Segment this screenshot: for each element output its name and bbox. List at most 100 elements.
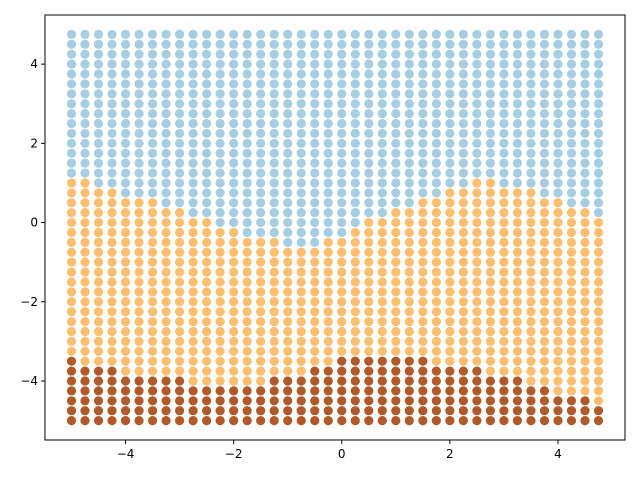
scatter-point <box>120 208 131 218</box>
scatter-point <box>310 138 320 148</box>
scatter-point <box>296 148 306 158</box>
scatter-point <box>147 69 158 79</box>
scatter-point <box>269 168 279 178</box>
scatter-point <box>512 396 523 406</box>
scatter-point <box>377 118 387 129</box>
scatter-point <box>229 415 239 426</box>
scatter-point <box>350 158 360 168</box>
scatter-point <box>323 376 333 386</box>
scatter-point <box>202 396 212 406</box>
scatter-point <box>107 109 117 119</box>
scatter-point <box>377 198 387 208</box>
scatter-point <box>377 307 387 317</box>
scatter-point <box>202 79 212 89</box>
scatter-point <box>566 49 577 59</box>
scatter-point <box>350 396 360 406</box>
scatter-point <box>418 59 428 69</box>
scatter-point <box>147 277 158 287</box>
scatter-point <box>134 376 144 386</box>
scatter-point <box>404 208 414 218</box>
scatter-point <box>499 99 509 109</box>
y-tick-label: −2 <box>20 295 38 309</box>
scatter-point <box>593 79 604 89</box>
scatter-point <box>242 356 252 366</box>
scatter-point <box>242 109 252 119</box>
scatter-point <box>256 267 266 277</box>
scatter-point <box>539 148 550 158</box>
scatter-point <box>323 415 333 426</box>
scatter-point <box>256 237 266 247</box>
scatter-point <box>431 366 441 376</box>
scatter-point <box>107 227 117 238</box>
scatter-point <box>188 237 198 247</box>
scatter-point <box>539 29 550 40</box>
scatter-point <box>526 188 536 198</box>
scatter-point <box>174 257 185 267</box>
scatter-point <box>364 109 374 119</box>
scatter-point <box>512 247 523 257</box>
scatter-point <box>580 307 590 317</box>
scatter-point <box>472 29 482 40</box>
scatter-point <box>147 39 158 49</box>
scatter-point <box>202 307 212 317</box>
scatter-point <box>431 227 441 238</box>
scatter-point <box>404 267 414 277</box>
scatter-point <box>431 208 441 218</box>
scatter-point <box>323 307 333 317</box>
scatter-point <box>377 366 387 376</box>
scatter-point <box>188 217 198 228</box>
scatter-point <box>215 178 225 188</box>
scatter-point <box>283 406 293 416</box>
scatter-point <box>445 118 455 129</box>
scatter-point <box>147 89 158 99</box>
scatter-point <box>337 415 347 426</box>
scatter-point <box>377 257 387 267</box>
scatter-point <box>593 29 604 40</box>
scatter-point <box>188 356 198 366</box>
scatter-point <box>472 415 482 426</box>
scatter-point <box>323 29 333 40</box>
scatter-point <box>283 148 293 158</box>
scatter-point <box>526 247 536 257</box>
scatter-point <box>472 148 482 158</box>
scatter-point <box>229 59 239 69</box>
scatter-point <box>80 415 90 426</box>
scatter-point <box>80 148 90 158</box>
scatter-point <box>310 79 320 89</box>
scatter-point <box>458 188 468 198</box>
scatter-point <box>310 257 320 267</box>
scatter-point <box>134 316 144 327</box>
scatter-point <box>107 307 117 317</box>
scatter-point <box>364 336 374 346</box>
scatter-point <box>391 138 401 148</box>
scatter-point <box>202 188 212 198</box>
scatter-point <box>296 346 306 356</box>
scatter-point <box>93 386 104 396</box>
scatter-point <box>377 237 387 247</box>
scatter-point <box>202 109 212 119</box>
scatter-point <box>120 99 131 109</box>
scatter-point <box>377 287 387 297</box>
scatter-point <box>404 237 414 247</box>
scatter-point <box>418 79 428 89</box>
scatter-point <box>134 128 144 139</box>
scatter-point <box>350 59 360 69</box>
scatter-point <box>174 287 185 297</box>
scatter-point <box>553 49 563 59</box>
scatter-point <box>472 198 482 208</box>
scatter-point <box>229 49 239 59</box>
scatter-point <box>553 128 563 139</box>
scatter-point <box>539 49 550 59</box>
scatter-point <box>242 138 252 148</box>
scatter-point <box>161 89 171 99</box>
scatter-point <box>485 336 496 346</box>
scatter-point <box>337 336 347 346</box>
scatter-point <box>174 237 185 247</box>
scatter-point <box>377 227 387 238</box>
scatter-point <box>391 49 401 59</box>
scatter-point <box>93 148 104 158</box>
scatter-point <box>134 247 144 257</box>
scatter-point <box>364 356 374 366</box>
scatter-point <box>458 69 468 79</box>
